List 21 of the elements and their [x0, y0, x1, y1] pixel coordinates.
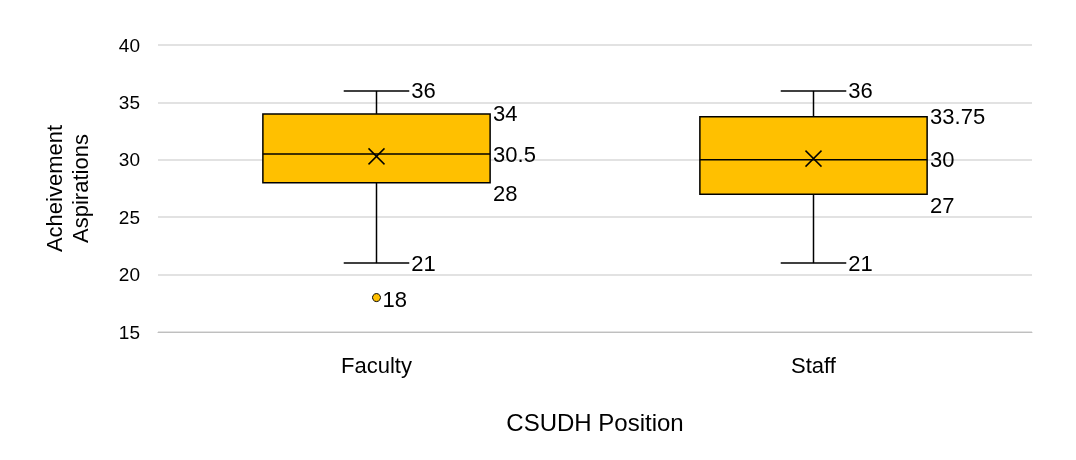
annotation: 28 [493, 181, 518, 207]
x-tick-label: Faculty [341, 352, 412, 378]
y-tick-label: 15 [118, 321, 140, 343]
annotation: 34 [493, 101, 518, 127]
annotation: 30 [930, 147, 955, 173]
annotation: 33.75 [930, 104, 986, 130]
y-tick-label: 30 [118, 149, 140, 171]
annotation: 36 [411, 78, 436, 104]
annotation: 36 [848, 78, 873, 104]
y-tick-label: 35 [118, 91, 140, 113]
y-tick-label: 20 [118, 264, 140, 286]
annotation: 21 [848, 250, 873, 276]
annotation: 18 [382, 287, 407, 313]
annotation: 21 [411, 250, 436, 276]
y-tick-label: 40 [118, 34, 140, 56]
y-tick-label: 25 [118, 206, 140, 228]
annotation: 27 [930, 192, 955, 218]
x-axis-title: CSUDH Position [506, 408, 684, 436]
y-axis-title: Acheivement Aspirations [41, 124, 93, 253]
x-tick-label: Staff [791, 352, 837, 378]
annotation: 30.5 [493, 141, 536, 167]
